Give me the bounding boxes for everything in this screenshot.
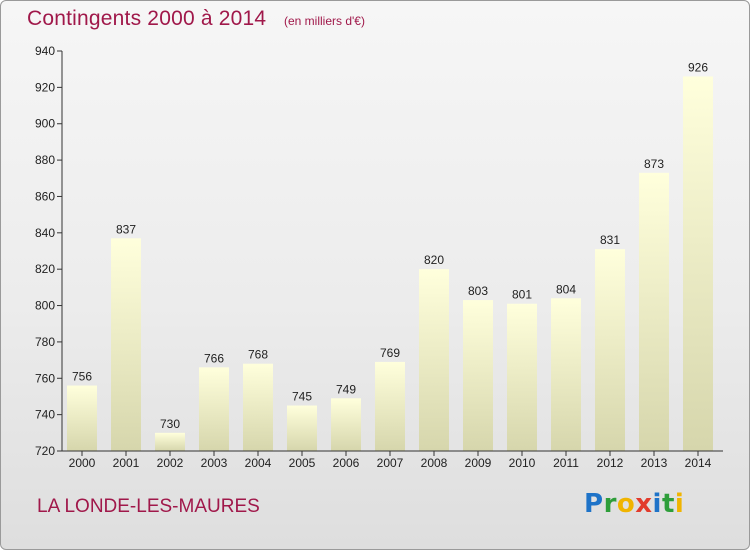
bar-2012 — [595, 249, 625, 451]
data-label-2004: 768 — [248, 348, 268, 362]
bar-2014 — [683, 76, 713, 452]
y-tick-label-880: 880 — [35, 153, 55, 167]
y-tick-label-800: 800 — [35, 299, 55, 313]
x-tick-label-2002: 2002 — [157, 456, 184, 470]
y-tick-label-900: 900 — [35, 117, 55, 131]
x-tick-label-2001: 2001 — [113, 456, 140, 470]
bar-2001 — [111, 238, 141, 451]
x-tick-label-2009: 2009 — [465, 456, 492, 470]
logo-letter: i — [652, 489, 662, 519]
data-label-2008: 820 — [424, 253, 444, 267]
x-tick-label-2012: 2012 — [597, 456, 624, 470]
logo-letter: r — [603, 489, 617, 519]
x-tick-label-2005: 2005 — [289, 456, 316, 470]
data-label-2011: 804 — [556, 282, 576, 296]
bar-2006 — [331, 398, 361, 451]
y-tick-label-940: 940 — [35, 44, 55, 58]
data-label-2003: 766 — [204, 351, 224, 365]
y-tick-label-820: 820 — [35, 262, 55, 276]
bar-2004 — [243, 363, 273, 451]
chart-subtitle: (en milliers d'€) — [284, 14, 365, 28]
chart-title: Contingents 2000 à 2014 — [27, 7, 267, 30]
bar-2007 — [375, 361, 405, 451]
x-tick-label-2003: 2003 — [201, 456, 228, 470]
data-label-2014: 926 — [688, 60, 708, 74]
x-tick-label-2010: 2010 — [509, 456, 536, 470]
x-tick-label-2013: 2013 — [641, 456, 668, 470]
x-tick-label-2014: 2014 — [685, 456, 712, 470]
data-label-2009: 803 — [468, 284, 488, 298]
data-label-2010: 801 — [512, 288, 532, 302]
bar-2002 — [155, 432, 185, 451]
proxiti-logo[interactable]: Proxiti — [584, 489, 684, 519]
bar-2008 — [419, 269, 449, 451]
logo-letter: o — [616, 489, 636, 519]
logo-letter: P — [584, 489, 604, 519]
y-tick-label-780: 780 — [35, 335, 55, 349]
y-tick-label-740: 740 — [35, 408, 55, 422]
x-tick-label-2008: 2008 — [421, 456, 448, 470]
x-tick-label-2007: 2007 — [377, 456, 404, 470]
data-label-2007: 769 — [380, 346, 400, 360]
data-label-2006: 749 — [336, 382, 356, 396]
y-tick-label-720: 720 — [35, 444, 55, 458]
data-label-2001: 837 — [116, 222, 136, 236]
logo-letter: x — [635, 489, 653, 519]
x-tick-label-2006: 2006 — [333, 456, 360, 470]
bar-2009 — [463, 300, 493, 451]
data-label-2000: 756 — [72, 370, 92, 384]
bar-2003 — [199, 367, 229, 451]
x-tick-label-2011: 2011 — [553, 456, 579, 470]
bar-2005 — [287, 405, 317, 451]
x-tick-label-2004: 2004 — [245, 456, 272, 470]
logo-letter: t — [661, 489, 675, 519]
bars-layer: 756 837 730 766 768 745 749 769 820 803 801 804 831 8… — [67, 60, 713, 452]
y-tick-label-760: 760 — [35, 371, 55, 385]
y-tick-label-920: 920 — [35, 80, 55, 94]
bar-2010 — [507, 303, 537, 451]
bar-2013 — [639, 172, 669, 451]
x-tick-label-2000: 2000 — [69, 456, 96, 470]
commune-name: LA LONDE-LES-MAURES — [37, 496, 260, 517]
data-label-2013: 873 — [644, 157, 664, 171]
axis-layer: 2000 2001 2002 2003 2004 2005 2006 2007 2008 2009… — [35, 44, 723, 470]
data-label-2002: 730 — [160, 417, 180, 431]
y-tick-label-860: 860 — [35, 189, 55, 203]
bar-2011 — [551, 298, 581, 451]
data-label-2005: 745 — [292, 390, 312, 404]
bar-2000 — [67, 385, 97, 451]
y-tick-label-840: 840 — [35, 226, 55, 240]
logo-letter: i — [674, 489, 685, 519]
data-label-2012: 831 — [600, 233, 620, 247]
